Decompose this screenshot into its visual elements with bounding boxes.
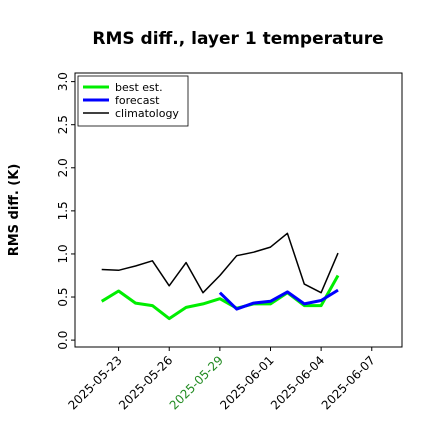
y-tick-label: 3.0 [56, 72, 70, 91]
y-axis-label: RMS diff. (K) [7, 164, 22, 257]
series-line [100, 274, 340, 321]
legend-label: best est. [115, 81, 163, 94]
y-tick-label: 2.0 [56, 158, 70, 177]
chart-title: RMS diff., layer 1 temperature [92, 29, 383, 49]
series-line [101, 232, 339, 294]
legend-label: forecast [115, 94, 160, 107]
y-tick-label: 1.5 [56, 201, 70, 220]
plot-frame [74, 72, 403, 348]
series-line [218, 288, 339, 311]
y-tick-label: 0.0 [56, 331, 70, 350]
y-tick-label: 0.5 [56, 287, 70, 306]
x-tick-label: 2025-06-07 [319, 353, 378, 412]
legend-label: climatology [115, 107, 179, 120]
y-tick-label: 2.5 [56, 115, 70, 134]
y-tick-label: 1.0 [56, 244, 70, 263]
